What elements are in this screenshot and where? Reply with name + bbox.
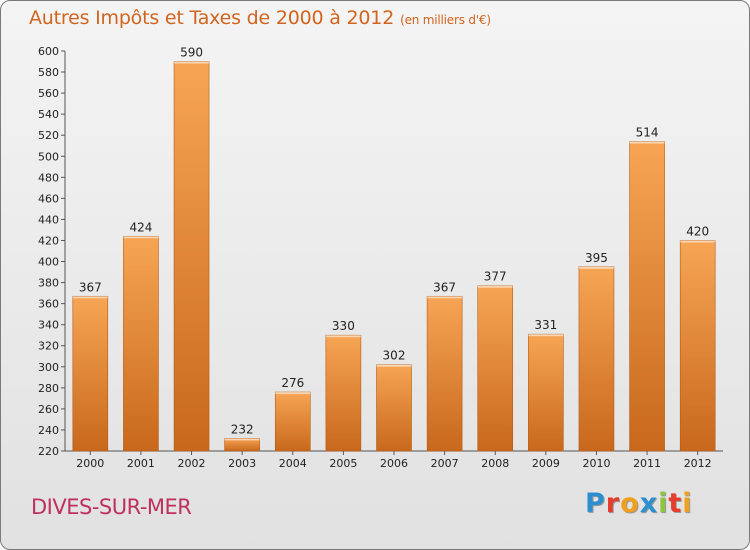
x-tick-label: 2012	[684, 457, 712, 470]
y-tick-label: 580	[38, 66, 59, 79]
y-tick-label: 240	[38, 424, 59, 437]
y-tick-label: 440	[38, 213, 59, 226]
y-tick-label: 300	[38, 361, 59, 374]
logo-letter: t	[668, 488, 683, 519]
x-tick-label: 2009	[532, 457, 560, 470]
data-label: 377	[484, 270, 507, 284]
y-tick-label: 520	[38, 129, 59, 142]
bar-highlight	[376, 364, 412, 367]
x-tick-label: 2000	[76, 457, 104, 470]
bar-highlight	[680, 240, 716, 243]
bar-highlight	[528, 334, 564, 337]
bar	[528, 333, 564, 452]
chart-subtitle: (en milliers d'€)	[400, 13, 491, 27]
x-tick-label: 2003	[228, 457, 256, 470]
data-label: 331	[534, 318, 557, 332]
bar-highlight	[275, 392, 311, 395]
y-tick-label: 220	[38, 445, 59, 458]
data-label: 420	[686, 224, 709, 238]
chart-title-text: Autres Impôts et Taxes de 2000 à 2012	[29, 7, 395, 29]
bar-highlight	[224, 438, 260, 441]
y-tick-label: 320	[38, 340, 59, 353]
bar	[629, 141, 665, 452]
logo-letter: i	[682, 488, 693, 519]
y-tick-label: 460	[38, 192, 59, 205]
y-tick-label: 480	[38, 171, 59, 184]
bar	[376, 364, 412, 452]
x-tick-label: 2007	[431, 457, 459, 470]
data-label: 302	[383, 349, 406, 363]
data-label: 330	[332, 319, 355, 333]
city-name: DIVES-SUR-MER	[31, 495, 192, 519]
x-tick-label: 2004	[279, 457, 307, 470]
y-tick-label: 340	[38, 319, 59, 332]
logo-letter: r	[605, 488, 621, 519]
y-tick-label: 560	[38, 87, 59, 100]
bar	[679, 240, 716, 452]
logo-letter: P	[585, 488, 606, 519]
x-tick-label: 2001	[127, 457, 155, 470]
bar	[477, 285, 514, 452]
data-label: 232	[231, 422, 254, 436]
proxiti-logo: Proxiti	[585, 488, 693, 519]
x-tick-label: 2008	[481, 457, 509, 470]
y-tick-label: 360	[38, 298, 59, 311]
bar	[123, 235, 159, 452]
x-tick-label: 2005	[329, 457, 357, 470]
x-tick-label: 2006	[380, 457, 408, 470]
bar-highlight	[578, 266, 614, 269]
bar	[72, 295, 109, 452]
x-tick-label: 2002	[178, 457, 206, 470]
bar-highlight	[427, 296, 463, 299]
y-tick-label: 400	[38, 256, 59, 269]
data-label: 424	[129, 220, 152, 234]
x-tick-label: 2010	[582, 457, 610, 470]
bar-highlight	[629, 141, 665, 144]
bar	[426, 295, 463, 452]
bar-highlight	[72, 296, 108, 299]
y-tick-label: 600	[38, 45, 59, 58]
bar	[173, 61, 210, 452]
y-tick-label: 420	[38, 234, 59, 247]
bar	[325, 334, 362, 452]
bar-highlight	[174, 61, 210, 64]
bar-highlight	[123, 236, 159, 239]
y-tick-label: 540	[38, 108, 59, 121]
data-label: 590	[180, 46, 203, 60]
y-tick-label: 280	[38, 382, 59, 395]
bar	[578, 266, 615, 452]
data-label: 367	[433, 280, 456, 294]
logo-letter: i	[658, 488, 669, 519]
x-tick-label: 2011	[633, 457, 661, 470]
y-tick-label: 260	[38, 403, 59, 416]
data-label: 276	[281, 376, 304, 390]
data-label: 367	[79, 280, 102, 294]
bar	[274, 391, 311, 452]
data-label: 514	[636, 126, 659, 140]
chart-title: Autres Impôts et Taxes de 2000 à 2012 (en…	[29, 7, 491, 29]
data-label: 395	[585, 251, 608, 265]
logo-letter: o	[620, 488, 640, 519]
bar-highlight	[325, 335, 361, 338]
bar-highlight	[477, 285, 513, 288]
y-tick-label: 380	[38, 277, 59, 290]
y-tick-label: 500	[38, 150, 59, 163]
logo-letter: x	[639, 488, 659, 519]
